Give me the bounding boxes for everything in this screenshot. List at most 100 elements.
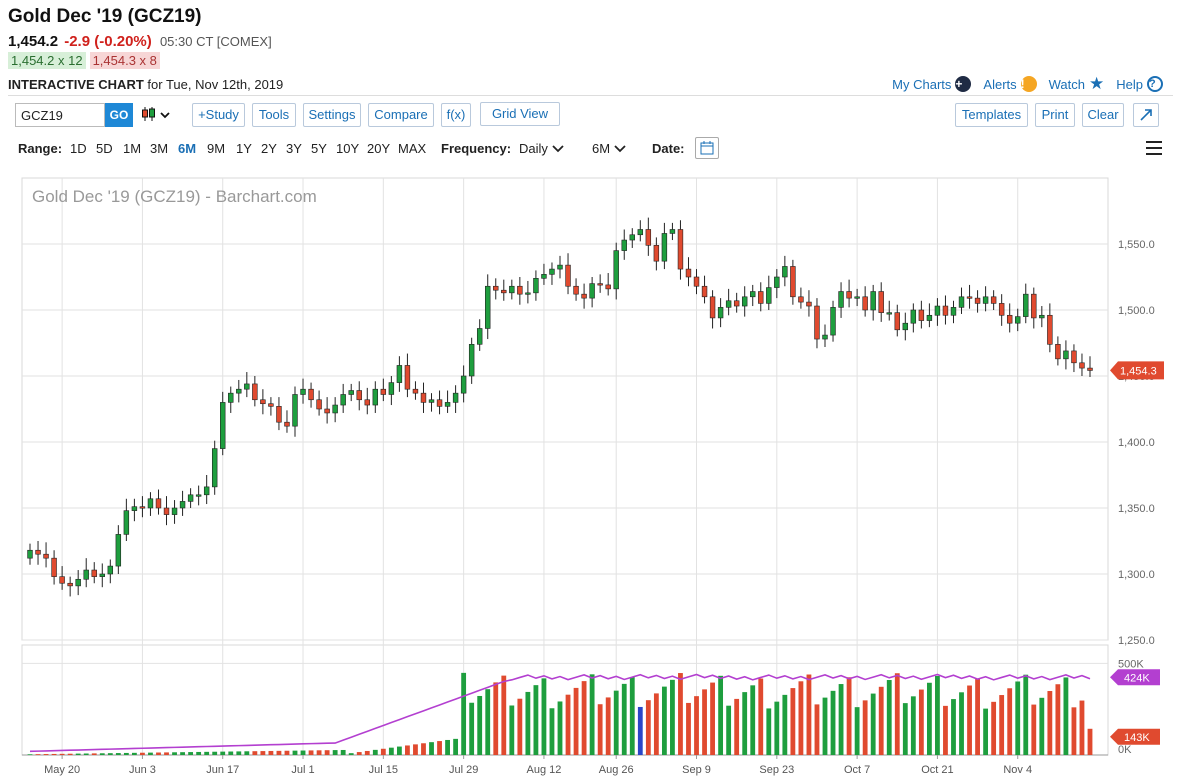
templates-button[interactable]: Templates	[955, 103, 1028, 127]
symbol-input[interactable]: GCZ19	[15, 103, 105, 127]
volume-bar	[517, 698, 523, 755]
candle	[741, 286, 748, 317]
candle	[942, 295, 949, 325]
candle-body	[493, 285, 499, 291]
candle-body	[798, 296, 804, 303]
candle-body	[244, 383, 250, 390]
volume-bar	[766, 708, 772, 755]
candle	[621, 229, 627, 260]
candle	[637, 220, 644, 242]
period-select[interactable]: 6M	[592, 141, 626, 156]
menu-icon[interactable]	[1146, 141, 1162, 159]
candle-body	[517, 285, 523, 295]
my-charts-link[interactable]: My Charts +	[892, 76, 972, 92]
candle-body	[107, 565, 114, 575]
volume-bar	[148, 752, 153, 755]
candle-body	[420, 392, 427, 403]
candle-body	[725, 300, 732, 308]
volume-bar	[268, 750, 274, 755]
range-3m[interactable]: 3M	[150, 141, 169, 156]
volume-bar	[388, 747, 394, 755]
help-icon: ?	[1147, 76, 1163, 92]
range-5d[interactable]: 5D	[96, 141, 113, 156]
candle	[838, 282, 844, 318]
candle-body	[741, 296, 748, 307]
volume-ma-marker	[1110, 669, 1160, 686]
candle	[75, 570, 81, 596]
price-chart[interactable]: 1,250.01,300.01,350.01,400.01,450.01,500…	[0, 170, 1179, 779]
range-1y[interactable]: 1Y	[236, 141, 252, 156]
alerts-link[interactable]: Alerts!	[983, 76, 1037, 92]
fx-button[interactable]: f(x)	[441, 103, 471, 127]
candle	[1023, 283, 1029, 324]
candle-body	[902, 322, 909, 331]
time-tick-label: Jul 1	[291, 764, 314, 776]
tools-button[interactable]: Tools	[252, 103, 296, 127]
candle	[388, 376, 395, 406]
settings-button[interactable]: Settings	[303, 103, 361, 127]
calendar-button[interactable]	[695, 137, 719, 159]
range-bar: Range: 1D 5D 1M 3M 6M 9M 1Y 2Y 3Y 5Y 10Y…	[18, 137, 1168, 159]
candle-body	[862, 296, 868, 311]
candle-body	[750, 291, 756, 298]
range-10y[interactable]: 10Y	[336, 141, 360, 156]
go-button[interactable]: GO	[105, 103, 133, 127]
watch-link[interactable]: Watch ★	[1049, 74, 1105, 94]
compare-button[interactable]: Compare	[368, 103, 434, 127]
range-max[interactable]: MAX	[398, 141, 427, 156]
volume-bar	[35, 754, 41, 755]
time-tick-label: Jun 3	[129, 764, 156, 776]
last-price-label: 1,454.3	[1120, 365, 1157, 377]
candle	[35, 541, 41, 565]
candle	[677, 220, 684, 280]
candle	[43, 542, 49, 568]
range-1d[interactable]: 1D	[70, 141, 87, 156]
volume-bar	[156, 752, 161, 755]
volume-bar	[188, 752, 194, 755]
range-9m[interactable]: 9M	[207, 141, 226, 156]
candle-body	[637, 229, 644, 236]
candle-body	[942, 305, 949, 316]
last-price: 1,454.2	[8, 33, 59, 50]
range-3y[interactable]: 3Y	[286, 141, 302, 156]
volume-bar	[1015, 681, 1021, 755]
volume-bar	[565, 694, 571, 755]
volume-bar	[894, 673, 900, 755]
candle	[589, 277, 595, 308]
range-20y[interactable]: 20Y	[367, 141, 391, 156]
candle	[1031, 287, 1037, 329]
range-5y[interactable]: 5Y	[311, 141, 327, 156]
volume-bar	[975, 678, 980, 755]
volume-bar	[750, 685, 756, 755]
grid-view-button[interactable]: Grid View	[480, 102, 560, 126]
range-6m[interactable]: 6M	[178, 141, 197, 156]
plus-icon: +	[955, 76, 972, 92]
candle	[260, 389, 266, 415]
candle	[380, 378, 387, 402]
candle	[332, 397, 338, 423]
help-link[interactable]: Help?	[1116, 76, 1163, 92]
candle	[348, 383, 354, 402]
candle-body	[404, 365, 411, 390]
volume-bar	[164, 752, 169, 755]
period-value: 6M	[592, 141, 611, 156]
calendar-icon	[700, 141, 714, 155]
candle-body	[838, 291, 844, 308]
range-2y[interactable]: 2Y	[261, 141, 277, 156]
expand-button[interactable]	[1133, 103, 1159, 127]
range-1m[interactable]: 1M	[123, 141, 142, 156]
chart-type-selector[interactable]	[141, 105, 171, 126]
frequency-select[interactable]: Daily	[519, 141, 564, 156]
candle-body	[669, 229, 676, 234]
volume-bar	[244, 751, 250, 755]
candle	[501, 279, 507, 301]
print-button[interactable]: Print	[1035, 103, 1075, 127]
candle-body	[549, 268, 555, 275]
page-title: Gold Dec '19 (GCZ19)	[8, 6, 202, 27]
candle-body	[115, 534, 122, 567]
volume-bar	[445, 739, 450, 755]
volume-bar	[43, 754, 49, 755]
candlestick-icon	[142, 107, 170, 121]
clear-button[interactable]: Clear	[1082, 103, 1124, 127]
study-button[interactable]: +Study	[192, 103, 245, 127]
